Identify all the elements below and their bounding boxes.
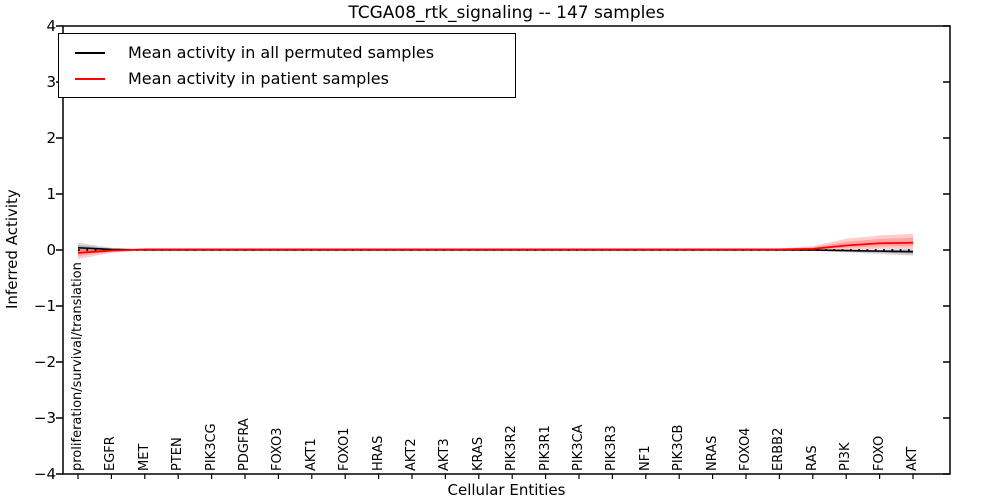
- x-tick-label: RAS: [804, 445, 820, 471]
- x-tick-label: AKT2: [404, 438, 419, 471]
- x-tick-label: PDGFRA: [237, 418, 252, 471]
- x-tick-label: NRAS: [704, 435, 720, 471]
- y-tick-label: 4: [46, 17, 56, 35]
- x-tick-label: PI3K: [838, 442, 854, 471]
- x-tick-label: FOXO3: [270, 427, 286, 471]
- legend-entry-permuted: Mean activity in all permuted samples: [75, 43, 515, 62]
- x-tick-label: PIK3CB: [671, 424, 687, 471]
- x-tick-label: FOXO1: [337, 427, 353, 471]
- legend-entry-patient: Mean activity in patient samples: [75, 69, 515, 88]
- y-tick-label: 2: [46, 129, 56, 147]
- permuted-line-swatch-icon: [75, 51, 105, 54]
- x-tick-label: PIK3R3: [604, 425, 620, 471]
- x-tick-label: PIK3CA: [571, 424, 586, 471]
- x-tick-label: AKT3: [437, 438, 453, 471]
- x-tick-label: proliferation/survival/translation: [70, 262, 85, 471]
- x-tick-label: PIK3R1: [537, 425, 553, 471]
- x-tick-label: HRAS: [370, 435, 386, 471]
- x-tick-label: MET: [136, 443, 152, 471]
- x-tick-label: AKT1: [303, 438, 319, 471]
- band-inner-1: [78, 237, 913, 257]
- x-tick-label: FOXO4: [738, 427, 753, 471]
- y-tick-label: −3: [33, 409, 56, 427]
- legend-label: Mean activity in patient samples: [128, 69, 389, 88]
- x-tick-label: PTEN: [170, 437, 186, 471]
- patient-line-swatch-icon: [75, 77, 105, 80]
- x-tick-label: ERBB2: [771, 427, 787, 471]
- x-tick-label: FOXO: [871, 435, 887, 471]
- series-line-1: [77, 241, 914, 254]
- x-axis-label: Cellular Entities: [447, 481, 566, 499]
- x-tick-label: KRAS: [470, 436, 486, 471]
- y-tick-label: −4: [33, 465, 56, 483]
- y-tick-label: 0: [46, 241, 56, 259]
- chart-title: TCGA08_rtk_signaling -- 147 samples: [348, 3, 665, 23]
- y-tick-label: −1: [33, 297, 56, 315]
- y-tick-label: 3: [46, 73, 56, 91]
- x-tick-label: NF1: [637, 445, 653, 471]
- x-tick-label: EGFR: [103, 436, 119, 471]
- y-tick-label: −2: [33, 353, 56, 371]
- x-tick-label: PIK3R2: [504, 425, 520, 471]
- y-tick-label: 1: [46, 185, 56, 203]
- band-outer-1: [78, 233, 913, 259]
- legend-label: Mean activity in all permuted samples: [128, 43, 435, 62]
- x-tick-label: PIK3CG: [203, 423, 219, 471]
- x-tick-label: AKT: [905, 446, 920, 471]
- legend: Mean activity in all permuted samples Me…: [58, 33, 516, 98]
